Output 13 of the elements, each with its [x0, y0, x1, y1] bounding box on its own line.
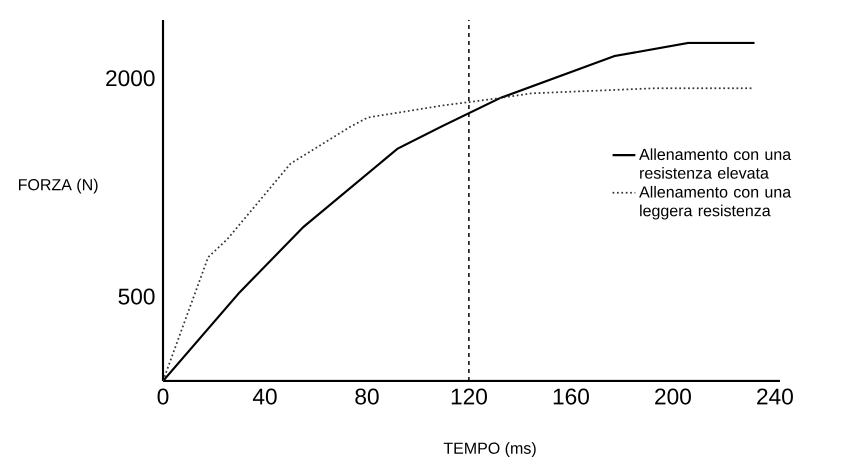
y-tick-label: 500 — [118, 288, 155, 305]
x-tick-label: 200 — [655, 388, 691, 405]
x-tick-label: 0 — [158, 388, 168, 405]
x-tick-label: 80 — [355, 388, 379, 405]
legend-label: Allenamento con una leggera resistenza — [639, 186, 792, 220]
x-tick-label: 240 — [757, 388, 793, 405]
x-tick-label: 120 — [452, 388, 487, 405]
y-axis-title: FORZA (N) — [18, 178, 98, 194]
y-tick-label: 2000 — [106, 70, 155, 86]
legend-label: Allenamento con una resistenza elevata — [639, 148, 792, 179]
x-axis-title: TEMPO (ms) — [444, 442, 536, 458]
x-tick-label: 160 — [554, 388, 589, 405]
x-tick-label: 40 — [252, 388, 277, 405]
